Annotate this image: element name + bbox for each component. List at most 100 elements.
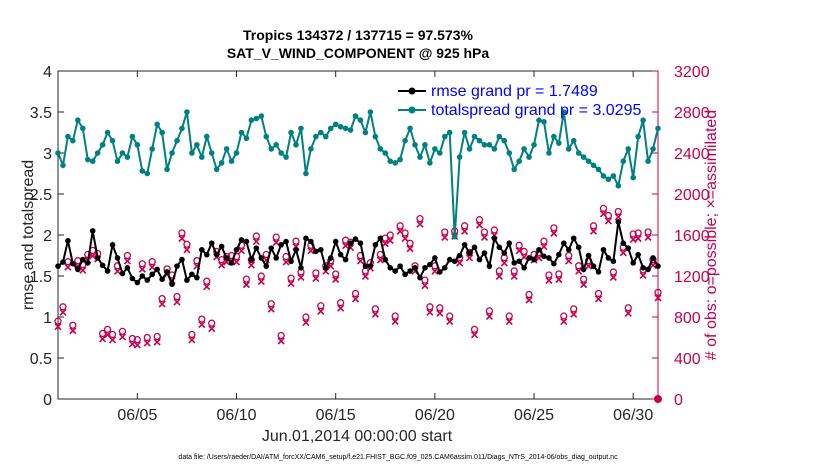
rmse-point bbox=[615, 219, 622, 225]
obs-assimilated-point bbox=[550, 229, 558, 237]
x-tick-label: 06/10 bbox=[216, 407, 256, 424]
obs-possible-point bbox=[128, 334, 137, 343]
rmse-point bbox=[476, 256, 483, 263]
x-axis: 06/05 06/10 06/15 06/20 06/25 06/30 bbox=[117, 71, 653, 424]
totalspread-point bbox=[610, 173, 617, 179]
obs-possible-point bbox=[351, 289, 360, 298]
rmse-point bbox=[322, 265, 329, 271]
obs-assimilated-point bbox=[133, 341, 141, 349]
totalspread-point bbox=[129, 133, 136, 140]
obs-possible-point bbox=[406, 239, 414, 247]
rmse-point bbox=[531, 256, 537, 263]
rmse-point bbox=[308, 238, 314, 245]
obs-assimilated-point bbox=[510, 272, 518, 280]
obs-assimilated-point bbox=[183, 246, 191, 254]
obs-possible-point bbox=[158, 294, 166, 303]
totalspread-point bbox=[526, 154, 532, 160]
y-tick-label: 1 bbox=[43, 310, 52, 327]
rmse-point bbox=[466, 250, 473, 256]
obs-assimilated-point bbox=[589, 227, 598, 235]
rmse-point bbox=[218, 243, 225, 250]
obs-assimilated-point bbox=[401, 234, 409, 243]
rmse-point bbox=[417, 274, 423, 281]
obs-assimilated-point bbox=[337, 304, 345, 312]
rmse-point bbox=[184, 277, 190, 283]
totalspread-point bbox=[233, 150, 240, 156]
obs-assimilated-point bbox=[257, 277, 265, 286]
totalspread-point bbox=[278, 150, 284, 156]
rmse-point bbox=[268, 245, 275, 251]
obs-possible-point bbox=[54, 317, 62, 325]
totalspread-point bbox=[536, 117, 542, 123]
y-tick-label: 1.5 bbox=[30, 269, 52, 286]
rmse-point bbox=[288, 258, 294, 265]
rmse-point bbox=[521, 265, 527, 271]
legend: rmse grand pr = 1.7489 totalspread grand… bbox=[398, 83, 641, 119]
totalspread-point bbox=[417, 154, 423, 160]
rmse-point bbox=[595, 269, 602, 275]
chart-title-line1: Tropics 134372 / 137715 = 97.573% bbox=[243, 27, 474, 43]
y-tick-label: 4 bbox=[43, 64, 52, 81]
obs-assimilated-point bbox=[252, 238, 260, 246]
y-right-tick-label: 3200 bbox=[674, 64, 710, 81]
totalspread-point bbox=[451, 233, 458, 240]
totalspread-point bbox=[362, 129, 369, 136]
totalspread-point bbox=[293, 142, 299, 148]
obs-possible-point bbox=[624, 304, 632, 312]
rmse-point bbox=[377, 235, 384, 242]
rmse-point bbox=[114, 255, 121, 261]
totalspread-point bbox=[55, 150, 61, 156]
rmse-point bbox=[327, 255, 334, 261]
y-right-tick-label: 800 bbox=[674, 310, 701, 327]
rmse-point bbox=[585, 252, 592, 259]
obs-assimilated-point bbox=[614, 213, 622, 221]
totalspread-point bbox=[199, 154, 205, 160]
rmse-point bbox=[605, 255, 612, 261]
obs-possible-point bbox=[495, 267, 503, 275]
obs-assimilated-point bbox=[495, 272, 503, 280]
totalspread-point bbox=[407, 125, 413, 132]
rmse-point bbox=[402, 271, 408, 278]
rmse-point bbox=[526, 255, 532, 261]
totalspread-point bbox=[109, 137, 116, 144]
rmse-point bbox=[347, 240, 354, 246]
rmse-point bbox=[154, 266, 160, 273]
totalspread-point bbox=[114, 158, 121, 164]
rmse-point bbox=[263, 263, 270, 269]
y-axis-label: rmse and totalspread bbox=[20, 160, 37, 310]
rmse-point bbox=[461, 242, 468, 248]
obs-possible-point bbox=[391, 312, 399, 320]
obs-assimilated-point bbox=[297, 273, 305, 282]
totalspread-point bbox=[283, 154, 289, 160]
rmse-point bbox=[119, 270, 126, 277]
totalspread-point bbox=[273, 142, 279, 148]
obs-assimilated-point bbox=[376, 256, 384, 264]
totalspread-point bbox=[347, 127, 354, 133]
obs-assimilated-point bbox=[143, 339, 151, 347]
totalspread-point bbox=[89, 158, 96, 164]
obs-assimilated-point bbox=[208, 325, 216, 333]
y-right-tick-label: 400 bbox=[674, 351, 701, 368]
obs-possible-point bbox=[178, 229, 186, 237]
obs-assimilated-point bbox=[123, 257, 131, 265]
totalspread-point bbox=[377, 146, 384, 152]
rmse-point bbox=[541, 253, 547, 260]
obs-possible-point bbox=[59, 303, 67, 311]
data-file-footer: data file: /Users/raeder/DAI/ATM_forcXX/… bbox=[178, 454, 618, 461]
totalspread-point bbox=[541, 119, 547, 125]
rmse-point bbox=[139, 273, 146, 279]
rmse-point bbox=[407, 268, 413, 274]
obs-possible-point bbox=[336, 299, 345, 307]
totalspread-point bbox=[268, 146, 275, 152]
totalspread-point bbox=[248, 117, 255, 123]
rmse-point bbox=[169, 281, 175, 288]
obs-possible-point bbox=[654, 288, 662, 297]
obs-possible-point bbox=[470, 325, 479, 334]
rmse-point bbox=[124, 265, 131, 271]
obs-assimilated-point bbox=[639, 271, 647, 279]
x-tick-label: 06/20 bbox=[415, 407, 455, 424]
obs-possible-point bbox=[599, 204, 608, 213]
obs-assimilated-point bbox=[470, 331, 479, 339]
y-right-tick-label: 2000 bbox=[674, 187, 710, 204]
obs-possible-point bbox=[332, 270, 340, 278]
